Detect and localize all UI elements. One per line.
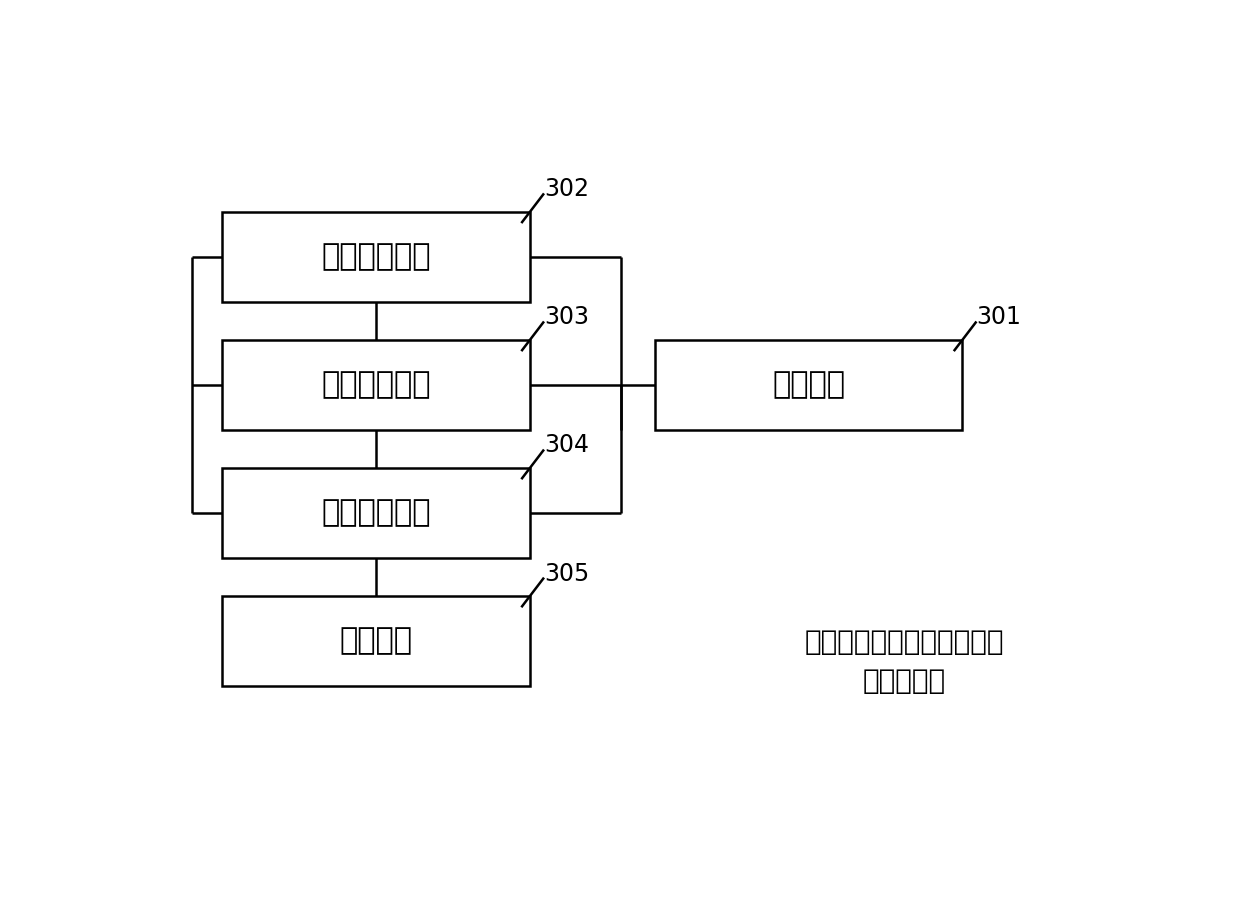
Text: 303: 303 [544, 306, 589, 329]
Bar [655, 340, 962, 430]
Text: 获取模块: 获取模块 [773, 370, 844, 399]
Text: 301: 301 [977, 306, 1022, 329]
Bar [222, 467, 529, 557]
Text: 305: 305 [544, 562, 589, 585]
Text: 304: 304 [544, 433, 589, 458]
Text: 用于评估风机叶片除冰投资
方案的装置: 用于评估风机叶片除冰投资 方案的装置 [805, 628, 1004, 695]
Text: 第三计算模块: 第三计算模块 [321, 498, 430, 528]
Text: 第一计算模块: 第一计算模块 [321, 242, 430, 271]
Text: 第二计算模块: 第二计算模块 [321, 370, 430, 399]
Bar [222, 340, 529, 430]
Text: 评估模块: 评估模块 [340, 627, 413, 655]
Text: 302: 302 [544, 177, 589, 201]
Bar [222, 596, 529, 686]
Bar [222, 212, 529, 302]
